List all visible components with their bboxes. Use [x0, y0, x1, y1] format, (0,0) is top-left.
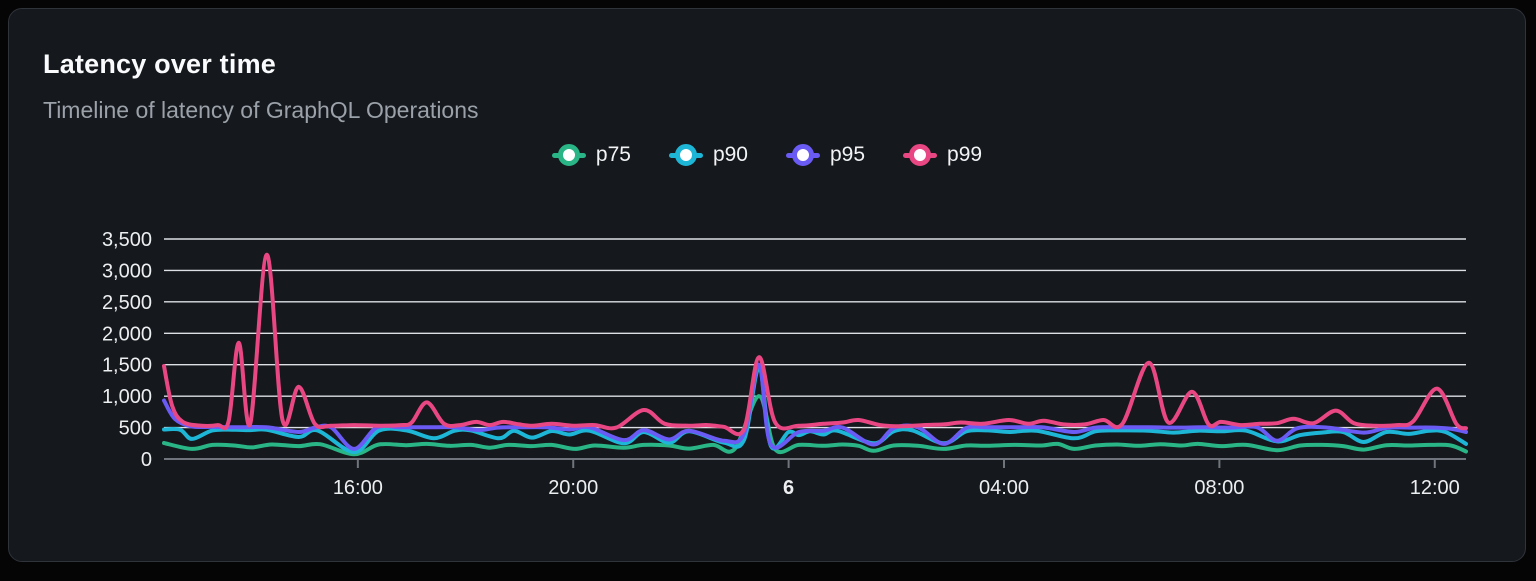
latency-line-chart: 0 500 1,000 1,500 2,000 2,500 3,000 3,500 16:00 2…: [102, 229, 1468, 499]
chart-legend: p75 p90 p95 p99: [9, 143, 1525, 167]
legend-label: p75: [595, 143, 631, 166]
series-line-p90: [162, 365, 1468, 455]
legend-item-p99[interactable]: p99: [903, 143, 982, 167]
legend-series-marker-icon: [786, 144, 820, 166]
x-axis-label: 16:00: [333, 477, 383, 499]
x-axis-label: 04:00: [979, 477, 1029, 499]
legend-label: p95: [830, 143, 866, 166]
legend-label: p99: [947, 143, 983, 166]
chart-title: Latency over time: [43, 49, 276, 79]
y-axis-label: 2,500: [102, 292, 152, 314]
x-axis-label: 6: [783, 477, 794, 499]
series-line-p75: [162, 394, 1468, 457]
legend-series-marker-icon: [551, 144, 586, 166]
y-axis-label: 1,000: [102, 386, 152, 408]
x-axis-label: 08:00: [1194, 477, 1244, 499]
legend-item-p90[interactable]: p90: [668, 143, 748, 167]
chart-subtitle: Timeline of latency of GraphQL Operation…: [43, 97, 479, 123]
y-axis-label: 500: [119, 418, 152, 440]
y-axis-label: 3,000: [102, 260, 152, 282]
legend-label: p90: [712, 143, 748, 166]
series-line-p99: [162, 252, 1468, 437]
y-axis-label: 2,000: [102, 323, 152, 345]
y-axis-label: 0: [141, 449, 152, 471]
legend-item-p75[interactable]: p75: [551, 143, 631, 167]
legend-item-p95[interactable]: p95: [786, 143, 865, 167]
x-axis-label: 20:00: [548, 477, 598, 499]
legend-series-marker-icon: [903, 144, 938, 166]
legend-series-marker-icon: [668, 144, 703, 166]
x-axis-label: 12:00: [1410, 477, 1460, 499]
series-line-p95: [162, 362, 1468, 451]
y-axis-label: 3,500: [102, 229, 152, 251]
latency-chart-card: Latency over time Timeline of latency of…: [8, 8, 1526, 562]
y-axis-label: 1,500: [102, 355, 152, 377]
